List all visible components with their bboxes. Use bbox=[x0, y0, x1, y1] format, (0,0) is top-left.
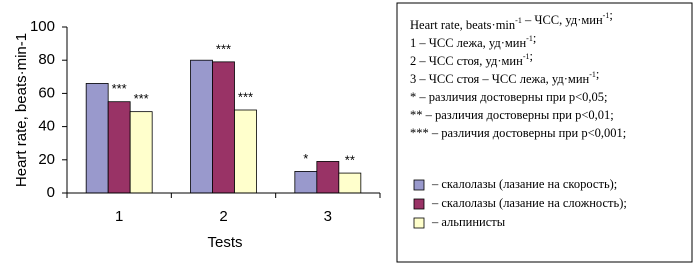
note-text: ; bbox=[529, 49, 532, 63]
legend-label: – скалолазы (лазание на скорость); bbox=[431, 177, 617, 191]
bar bbox=[316, 161, 340, 194]
y-tick-label: 60 bbox=[38, 84, 55, 101]
y-tick-label: 100 bbox=[30, 18, 55, 35]
y-tick-label: 40 bbox=[38, 118, 55, 135]
note-sup: -1 bbox=[603, 11, 610, 20]
y-tick-label: 20 bbox=[38, 151, 55, 168]
bar bbox=[190, 59, 213, 194]
annotation: ** bbox=[345, 153, 355, 168]
bar bbox=[85, 83, 109, 194]
note-sup: -1 bbox=[523, 52, 530, 61]
bar bbox=[129, 111, 153, 194]
annotation: * bbox=[303, 151, 308, 166]
note-text: – ЧСС, уд·мин bbox=[522, 13, 603, 27]
legend-box bbox=[396, 2, 693, 263]
legend-label: – альпинисты bbox=[431, 215, 506, 229]
annotation: *** bbox=[216, 41, 231, 56]
annotation: *** bbox=[238, 89, 253, 104]
y-axis-label: Heart rate, beats·min-1 bbox=[13, 33, 30, 187]
note-text: 1 – ЧСС лежа, уд·мин bbox=[410, 36, 526, 50]
annotation: *** bbox=[134, 91, 149, 106]
legend-label: – скалолазы (лазание на сложность); bbox=[431, 196, 627, 210]
x-axis-label: Tests bbox=[207, 234, 242, 251]
bar bbox=[294, 171, 318, 194]
note-sup: -1 bbox=[589, 70, 596, 79]
note-text: ; bbox=[533, 31, 536, 45]
legend-note: 1 – ЧСС лежа, уд·мин-1; bbox=[410, 31, 536, 50]
note-text: 3 – ЧСС стоя – ЧСС лежа, уд·мин bbox=[410, 72, 590, 86]
y-tick-label: 80 bbox=[38, 51, 55, 68]
bar bbox=[338, 172, 362, 194]
note-text: 2 – ЧСС стоя, уд·мин bbox=[410, 54, 523, 68]
x-tick-label: 2 bbox=[219, 208, 227, 225]
legend-note: 3 – ЧСС стоя – ЧСС лежа, уд·мин-1; bbox=[410, 67, 599, 86]
note-sup: -1 bbox=[526, 34, 533, 43]
annotation: *** bbox=[112, 81, 127, 96]
bar bbox=[107, 101, 131, 194]
legend-swatch bbox=[413, 217, 425, 229]
legend-note: *** – различия достоверны при p<0,001; bbox=[410, 126, 626, 140]
x-tick-label: 3 bbox=[324, 208, 332, 225]
legend-note: Heart rate, beats·min-1 – ЧСС, уд·мин-1; bbox=[410, 8, 613, 32]
bar bbox=[234, 109, 257, 194]
note-text: Heart rate, beats·min bbox=[410, 18, 516, 32]
note-text: * – различия достоверны при p<0,05; bbox=[410, 90, 608, 104]
legend-swatch bbox=[413, 198, 425, 210]
note-sup: -1 bbox=[515, 16, 522, 25]
y-tick-label: 0 bbox=[47, 184, 55, 201]
legend-note: ** – различия достоверны при p<0,01; bbox=[410, 108, 614, 122]
note-text: ** – различия достоверны при p<0,01; bbox=[410, 108, 614, 122]
note-text: *** – различия достоверны при p<0,001; bbox=[410, 126, 626, 140]
legend-note: * – различия достоверны при p<0,05; bbox=[410, 90, 608, 104]
legend-note: 2 – ЧСС стоя, уд·мин-1; bbox=[410, 49, 533, 68]
x-tick-label: 1 bbox=[115, 208, 123, 225]
note-text: ; bbox=[596, 67, 599, 81]
note-text: ; bbox=[609, 8, 612, 22]
legend-swatch bbox=[413, 179, 425, 191]
bar bbox=[212, 61, 235, 194]
